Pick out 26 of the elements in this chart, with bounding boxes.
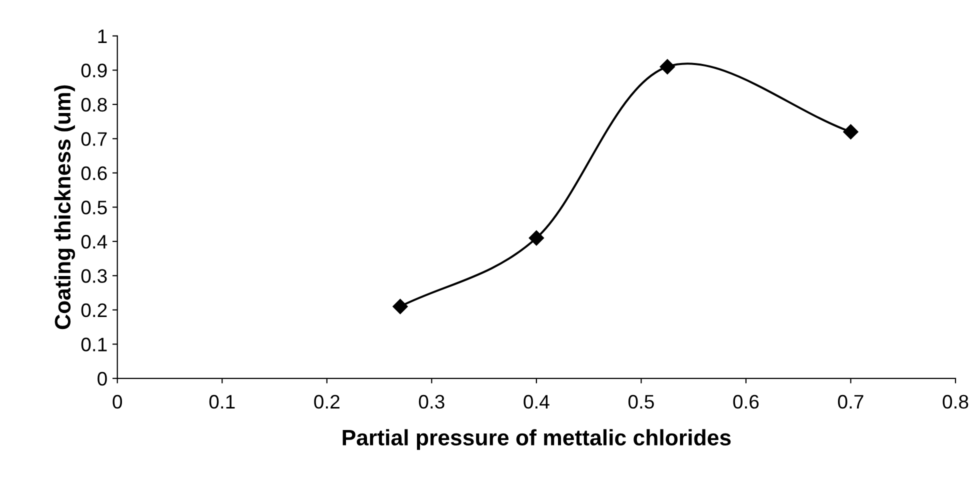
y-tick-label: 0.6 — [81, 166, 107, 180]
x-tick-label: 0.6 — [733, 394, 759, 409]
x-tick-label: 0.2 — [314, 394, 340, 409]
y-tick-label: 0.2 — [81, 303, 107, 318]
point — [392, 298, 408, 314]
x-tick-label: 0.7 — [838, 394, 864, 409]
point — [660, 59, 675, 74]
x-tick-label: 0.4 — [524, 394, 550, 409]
point — [528, 230, 544, 246]
x-tick-label: 0.3 — [418, 394, 444, 409]
x-tick-label: 0.8 — [942, 394, 968, 409]
x-axis-title: Partial pressure of mettalic chlorides — [342, 429, 731, 450]
y-tick-label: 0 — [98, 372, 107, 386]
y-tick-label: 0.7 — [81, 132, 107, 146]
y-tick-label: 0.9 — [81, 64, 107, 78]
x-tick-label: 0 — [112, 394, 122, 409]
y-tick-label: 0.1 — [81, 338, 107, 352]
y-axis-title: Coating thickness (um) — [54, 85, 76, 330]
y-tick-label: 0.8 — [81, 98, 107, 112]
y-tick-label: 0.3 — [81, 269, 107, 283]
y-tick-label: 1 — [98, 30, 107, 43]
y-tick-label: 0.5 — [81, 200, 107, 214]
y-tick-label: 0.4 — [81, 234, 108, 249]
x-tick-label: 0.1 — [209, 394, 235, 409]
point — [843, 124, 858, 140]
x-tick-label: 0.5 — [628, 394, 654, 409]
